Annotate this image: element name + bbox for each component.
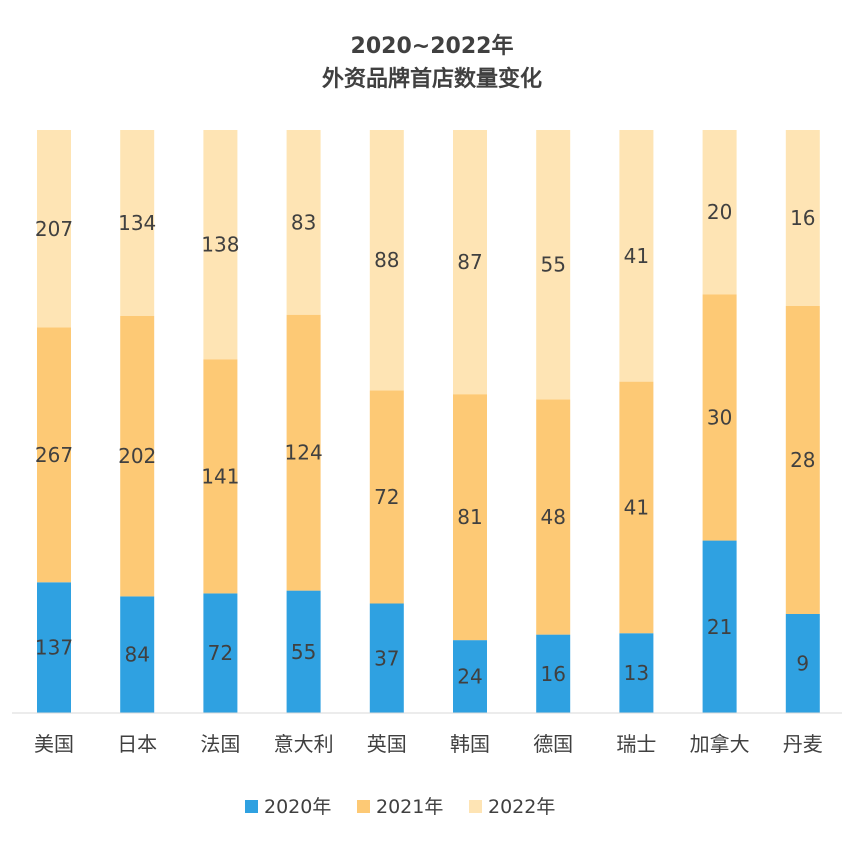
bar-segment [619, 381, 654, 634]
bar-segment [286, 314, 321, 591]
data-label: 55 [291, 640, 316, 664]
bar-segment [37, 582, 71, 713]
category-tick-label: 瑞士 [616, 732, 656, 756]
bar-segment [619, 633, 654, 713]
bar-segment [120, 316, 155, 597]
data-label: 137 [35, 636, 73, 660]
legend-swatch [469, 800, 482, 813]
bar-segment [369, 603, 404, 713]
legend: 2020年 2021年 2022年 [245, 796, 555, 818]
category-tick-label: 丹麦 [783, 732, 823, 756]
data-label: 28 [790, 448, 815, 472]
chart-title-line-1: 2020~2022年 [351, 33, 514, 59]
bar-segment [37, 327, 71, 583]
data-label: 124 [285, 441, 323, 465]
bar-segment [536, 130, 571, 400]
bars-group: 137 267 207 84 202 134 72 141 138 55 124 83 37 72 88 24… [35, 130, 820, 714]
bar-segment [702, 294, 737, 541]
data-label: 41 [624, 495, 649, 519]
category-tick-label: 英国 [367, 732, 407, 756]
category-tick-label: 意大利 [274, 732, 334, 756]
data-label: 84 [124, 643, 149, 667]
category-tick-label: 法国 [200, 732, 240, 756]
bar-segment [785, 614, 820, 713]
data-label: 41 [624, 244, 649, 268]
category-labels: 美国 日本 法国 意大利 英国 韩国 德国 瑞士 加拿大 丹麦 [34, 732, 823, 756]
data-label: 88 [374, 248, 399, 272]
bar-segment [785, 130, 820, 306]
data-label: 21 [707, 615, 732, 639]
bar-segment [369, 130, 404, 391]
data-label: 72 [208, 641, 233, 665]
data-label: 20 [707, 200, 732, 224]
category-tick-label: 加拿大 [690, 732, 750, 756]
category-tick-label: 日本 [117, 732, 157, 756]
bar-segment [453, 130, 487, 395]
data-label: 37 [374, 646, 399, 670]
bar-segment [203, 130, 238, 360]
bar-segment [286, 590, 321, 713]
chart-title-line-2: 外资品牌首店数量变化 [322, 66, 542, 92]
bar-segment [286, 130, 321, 315]
bar-segment [37, 130, 71, 328]
category-tick-label: 美国 [34, 732, 74, 756]
data-label: 138 [201, 233, 239, 257]
bar-segment [536, 634, 571, 713]
bar-segment [203, 593, 238, 713]
bar-segment [120, 130, 155, 316]
data-label: 16 [790, 206, 815, 230]
legend-label: 2020年 [264, 796, 331, 818]
bar-segment [369, 390, 404, 604]
data-label: 55 [540, 253, 565, 277]
data-label: 24 [457, 665, 482, 689]
legend-swatch [245, 800, 258, 813]
data-label: 207 [35, 217, 73, 241]
legend-label: 2022年 [488, 796, 555, 818]
data-label: 13 [624, 661, 649, 685]
bar-segment [453, 640, 487, 714]
data-label: 141 [201, 464, 239, 488]
data-label: 81 [457, 505, 482, 529]
data-label: 202 [118, 444, 156, 468]
data-label: 72 [374, 485, 399, 509]
bar-segment [453, 394, 487, 641]
data-label: 48 [540, 505, 565, 529]
data-label: 267 [35, 443, 73, 467]
bar-segment [203, 359, 238, 594]
data-label: 9 [796, 652, 809, 676]
data-label: 83 [291, 210, 316, 234]
bar-segment [536, 399, 571, 635]
data-label: 16 [540, 662, 565, 686]
data-label: 134 [118, 211, 156, 235]
bar-segment [619, 130, 654, 382]
category-tick-label: 德国 [533, 732, 573, 756]
bar-segment [702, 540, 737, 713]
data-label: 30 [707, 405, 732, 429]
bar-segment [120, 596, 155, 713]
legend-swatch [357, 800, 370, 813]
legend-label: 2021年 [376, 796, 443, 818]
category-tick-label: 韩国 [450, 732, 490, 756]
data-label: 87 [457, 250, 482, 274]
bar-segment [785, 306, 820, 614]
bar-segment [702, 130, 737, 295]
